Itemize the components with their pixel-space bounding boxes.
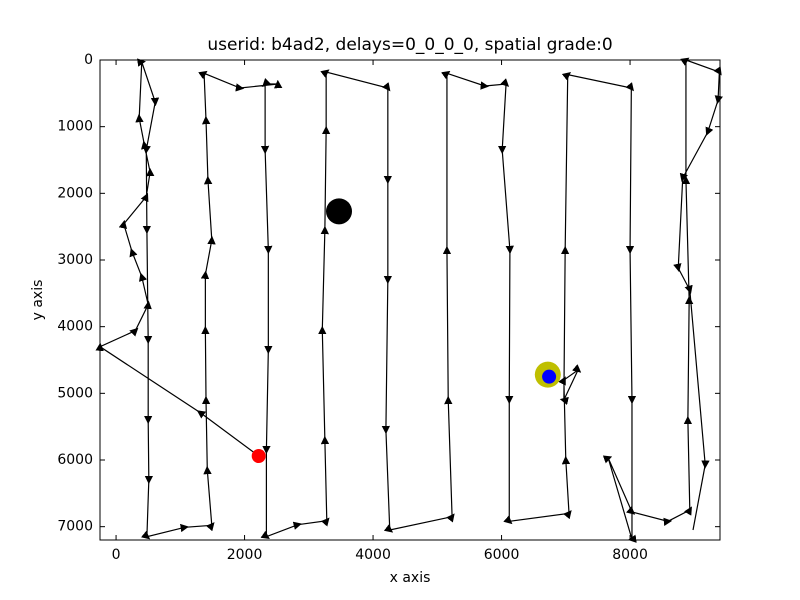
x-tick-label: 2000	[227, 547, 263, 563]
x-tick-label: 8000	[612, 547, 648, 563]
y-tick-label: 3000	[57, 252, 93, 268]
y-tick-label: 1000	[57, 119, 93, 135]
x-axis-label: x axis	[390, 570, 431, 586]
trajectory-line	[95, 57, 723, 543]
y-tick-label: 6000	[57, 452, 93, 468]
point-marker	[542, 369, 557, 384]
x-tick-label: 0	[112, 547, 121, 563]
y-tick-label: 7000	[57, 519, 93, 535]
point-marker	[326, 198, 353, 225]
x-tick-label: 4000	[355, 547, 391, 563]
y-axis-label: y axis	[30, 280, 46, 321]
y-tick-label: 0	[84, 52, 93, 68]
y-tick-label: 2000	[57, 185, 93, 201]
y-tick-label: 5000	[57, 385, 93, 401]
point-marker	[251, 449, 266, 463]
chart-title: userid: b4ad2, delays=0_0_0_0, spatial g…	[207, 35, 612, 55]
y-tick-label: 4000	[57, 319, 93, 335]
x-tick-label: 6000	[484, 547, 520, 563]
